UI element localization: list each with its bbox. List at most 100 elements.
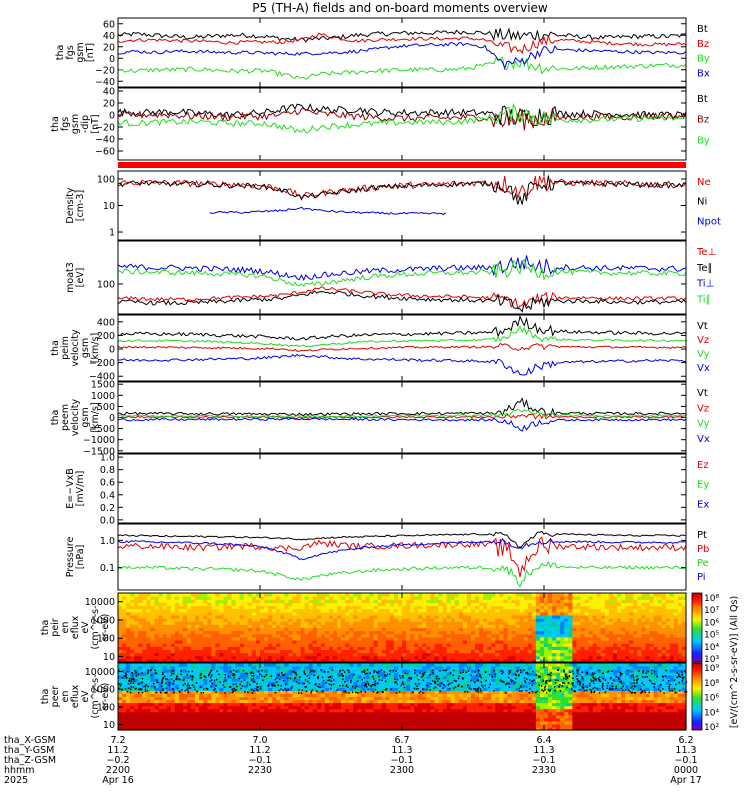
spectro-cell [673,611,679,616]
spectro-cell [187,655,192,660]
spectro-cell [377,593,383,597]
spectro-cell [507,602,513,607]
spectro-cell [191,630,196,635]
spectro-cell [292,678,298,682]
spectro-cell [681,602,687,607]
spectro-cell [341,627,346,632]
spectro-cell [580,621,586,625]
spectro-cell [369,633,375,638]
spectro-cell [515,618,521,622]
spectro-cell [255,678,261,682]
spectro-cell [146,605,152,610]
ylabel-line: sr-eV) [100,614,111,642]
spectro-cell [621,599,626,603]
spectro-cell [280,717,285,722]
spectro-cell [122,593,127,597]
spectro-cell [199,723,204,728]
spectro-cell [665,636,671,641]
spectro-cell [320,596,326,600]
spectro-cell [669,608,675,613]
spectro-cell [251,681,257,685]
spectro-cell [568,630,573,635]
spectro-cell [377,596,383,600]
spectro-cell [369,714,375,719]
spectro-cell [410,633,415,638]
spectro-cell [531,602,537,607]
spectro-cell [393,672,399,676]
spectro-cell [393,621,399,625]
spectro-cell [251,643,257,647]
spectro-cell [292,646,298,650]
spectro-cell [353,714,358,719]
spectro-cell [178,615,184,619]
spectro-cell [122,711,127,716]
spectro-cell [284,696,289,701]
spectro-cell [572,608,578,613]
spectro-cell [304,605,310,610]
spectro-cell [195,717,200,722]
spectro-cell [349,702,354,707]
spectro-cell [292,627,298,632]
spectro-cell [418,602,423,607]
spectro-cell [154,702,160,707]
spectro-cell [150,690,156,694]
spectro-cell [304,690,310,694]
spectro-cell [637,624,642,629]
spectro-cell [146,624,152,629]
spectro-cell [134,655,139,660]
spectro-cell [637,618,642,622]
spectro-cell [239,652,245,657]
spectro-cell [134,627,139,632]
spectro-cell [268,615,273,619]
spectro-cell [284,602,289,607]
spectro-cell [349,630,354,635]
spectro-cell [402,652,407,657]
spectro-cell [276,615,281,619]
spectro-cell [203,669,208,673]
spectro-cell [146,658,152,663]
spectro-cell [377,708,383,713]
series-line-Vy [118,408,686,418]
spectro-cell [389,693,395,698]
spectro-cell [316,655,322,660]
spectro-cell [641,599,647,603]
spectro-cell [134,711,139,716]
spectro-cell [130,714,135,719]
spectro-cell [446,618,452,622]
spectro-cell [223,624,229,629]
ytick-label: 0 [109,111,115,122]
spectro-cell [353,702,358,707]
spectro-cell [122,615,127,619]
spectro-cell [126,611,131,616]
spectro-cell [681,649,687,654]
spectro-cell [345,658,350,663]
spectro-cell [166,663,172,667]
spectro-cell [418,714,423,719]
spectro-cell [166,655,172,660]
spectro-cell [223,618,229,622]
spectro-cell [592,605,598,610]
spectro-cell [422,693,427,698]
spectro-cell [130,666,135,670]
spectro-cell [414,708,419,713]
spectro-cell [475,618,480,622]
spectro-cell [361,605,367,610]
spectro-cell [531,627,537,632]
spectro-cell [251,646,257,650]
spectro-cell [215,627,221,632]
spectro-cell [653,630,659,635]
spectro-cell [495,615,500,619]
spectro-cell [645,630,651,635]
spectro-cell [260,708,265,713]
legend-Pi: Pi [697,572,706,583]
spectro-cell [260,633,265,638]
spectro-cell [199,727,204,731]
spectro-cell [178,727,184,731]
spectro-cell [227,621,233,625]
spectro-cell [272,618,277,622]
ylabel-line: peer [50,686,61,708]
spectro-cell [272,717,277,722]
spectro-cell [276,702,281,707]
spectro-cell [576,649,582,654]
spectro-cell [414,693,419,698]
